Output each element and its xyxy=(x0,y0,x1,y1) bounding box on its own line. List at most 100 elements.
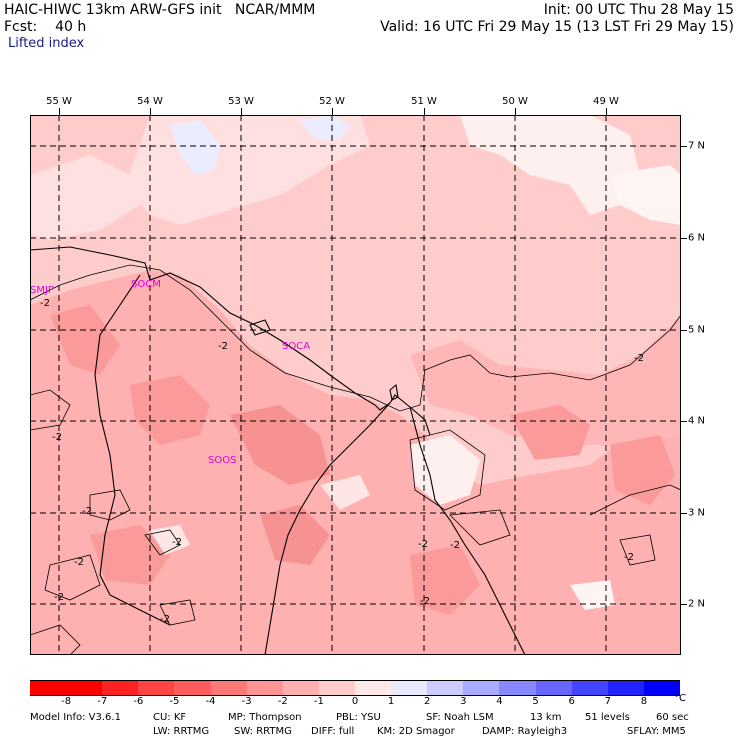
coastline xyxy=(30,246,526,655)
lon-tick xyxy=(606,108,607,116)
surface-scheme: SF: Noah LSM xyxy=(426,712,494,723)
lat-label: 4 N xyxy=(688,415,706,427)
colorbar-swatch xyxy=(391,680,428,696)
colorbar-label: 2 xyxy=(424,696,431,707)
colorbar-swatch xyxy=(571,680,609,696)
lon-tick xyxy=(59,108,60,116)
contour-label: -2 xyxy=(74,557,84,568)
colorbar-label: 8 xyxy=(640,696,648,707)
lon-label: 51 W xyxy=(411,96,437,107)
field-cool-patch xyxy=(300,115,350,140)
lat-tick xyxy=(681,513,687,514)
colorbar-swatch xyxy=(427,680,464,696)
resolution: 13 km xyxy=(530,712,562,723)
contour-label: -2 xyxy=(450,540,460,551)
colorbar-label: 0 xyxy=(351,696,359,707)
lat-tick xyxy=(681,421,687,422)
lat-label: 3 N xyxy=(688,507,706,519)
lat-tick xyxy=(681,604,687,605)
field-moderate-south xyxy=(30,270,681,655)
colorbar-swatch xyxy=(643,680,681,696)
lon-tick xyxy=(424,108,425,116)
colorbar-swatch xyxy=(607,680,645,696)
field-strong-patch xyxy=(510,405,590,460)
lon-tick xyxy=(241,108,242,116)
colorbar-label: 4 xyxy=(496,696,503,707)
colorbar-swatch xyxy=(355,680,392,696)
microphysics-scheme: MP: Thompson xyxy=(228,712,302,723)
field-light-east xyxy=(610,165,681,225)
colorbar-label: -8 xyxy=(61,696,72,707)
contour-label: -2 xyxy=(52,432,62,443)
contour-label: -2 xyxy=(420,596,430,607)
colorbar-swatch xyxy=(246,680,284,696)
model-version: Model Info: V3.6.1 xyxy=(30,712,121,723)
colorbar-label: 3 xyxy=(460,696,467,707)
lon-label: 54 W xyxy=(137,96,163,107)
colorbar-swatch xyxy=(138,680,175,696)
field-strong-patch xyxy=(260,505,330,565)
colorbar-swatch xyxy=(174,680,212,696)
field-moderate-east xyxy=(410,315,681,445)
colorbar-label: -6 xyxy=(133,696,144,707)
lat-label: 6 N xyxy=(688,232,706,244)
colorbar-label: -4 xyxy=(205,696,216,707)
lat-tick xyxy=(681,146,687,147)
field-light-patch xyxy=(410,435,480,505)
field-name: Lifted index xyxy=(8,36,85,51)
lat-tick xyxy=(681,238,687,239)
station-label: SOCM xyxy=(131,279,161,290)
lon-tick xyxy=(332,108,333,116)
colorbar-label: -3 xyxy=(241,696,252,707)
colorbar-label: -7 xyxy=(97,696,108,707)
diffusion: DIFF: full xyxy=(311,726,355,737)
vertical-levels: 51 levels xyxy=(585,712,630,723)
pbl-scheme: PBL: YSU xyxy=(336,712,381,723)
forecast-hour: Fcst: 40 h xyxy=(4,19,87,35)
colorbar-swatch xyxy=(318,680,356,696)
colorbar-label: -5 xyxy=(169,696,180,707)
cumulus-scheme: CU: KF xyxy=(153,712,187,723)
map-frame xyxy=(30,115,681,655)
lat-label: 5 N xyxy=(688,324,706,336)
colorbar-unit: °C xyxy=(674,693,686,704)
damping: DAMP: Rayleigh3 xyxy=(482,726,568,737)
station-label: SMJP xyxy=(30,285,54,296)
field-strong-patch xyxy=(230,405,330,485)
lat-label: 2 N xyxy=(688,598,706,610)
lon-label: 50 W xyxy=(502,96,528,107)
contour-label: -2 xyxy=(40,298,50,309)
colorbar-swatch xyxy=(30,680,67,696)
timestep: 60 sec xyxy=(656,712,689,723)
longwave-scheme: LW: RRTMG xyxy=(153,726,210,737)
contour-label: -2 xyxy=(160,614,170,625)
station-label: SOOS xyxy=(208,455,236,466)
field-light-northeast xyxy=(460,115,640,215)
lon-tick xyxy=(150,108,151,116)
contour-label: -2 xyxy=(418,539,428,550)
colorbar-label: 6 xyxy=(568,696,575,707)
colorbar-swatch xyxy=(102,680,139,696)
colorbar-swatch xyxy=(463,680,500,696)
shortwave-scheme: SW: RRTMG xyxy=(234,726,292,737)
contour-label: -2 xyxy=(624,552,634,563)
eddy-coefficient: KM: 2D Smagor xyxy=(377,726,455,737)
colorbar-label: -1 xyxy=(313,696,324,707)
valid-time: Valid: 16 UTC Fri 29 May 15 (13 LST Fri … xyxy=(380,19,734,35)
colorbar-label: 1 xyxy=(387,696,395,707)
station-label: SOCA xyxy=(282,341,310,352)
lat-tick xyxy=(681,330,687,331)
lat-label: 7 N xyxy=(688,140,706,152)
colorbar-label: 7 xyxy=(604,696,611,707)
lifted-index-map: SMJP SOCM SOCA SOOS -2 -2 -2 -2 -2 -2 -2… xyxy=(30,115,681,655)
surface-layer: SFLAY: MM5 xyxy=(627,726,686,737)
contour-label: -2 xyxy=(172,537,182,548)
field-strong-patch xyxy=(410,545,480,615)
colorbar-label: -2 xyxy=(277,696,288,707)
field-light-patch xyxy=(320,475,370,510)
field-cool-patch xyxy=(170,120,220,175)
colorbar-label: 5 xyxy=(532,696,539,707)
colorbar-swatch xyxy=(210,680,248,696)
contour-label: -2 xyxy=(218,341,228,352)
lon-label: 52 W xyxy=(319,96,345,107)
